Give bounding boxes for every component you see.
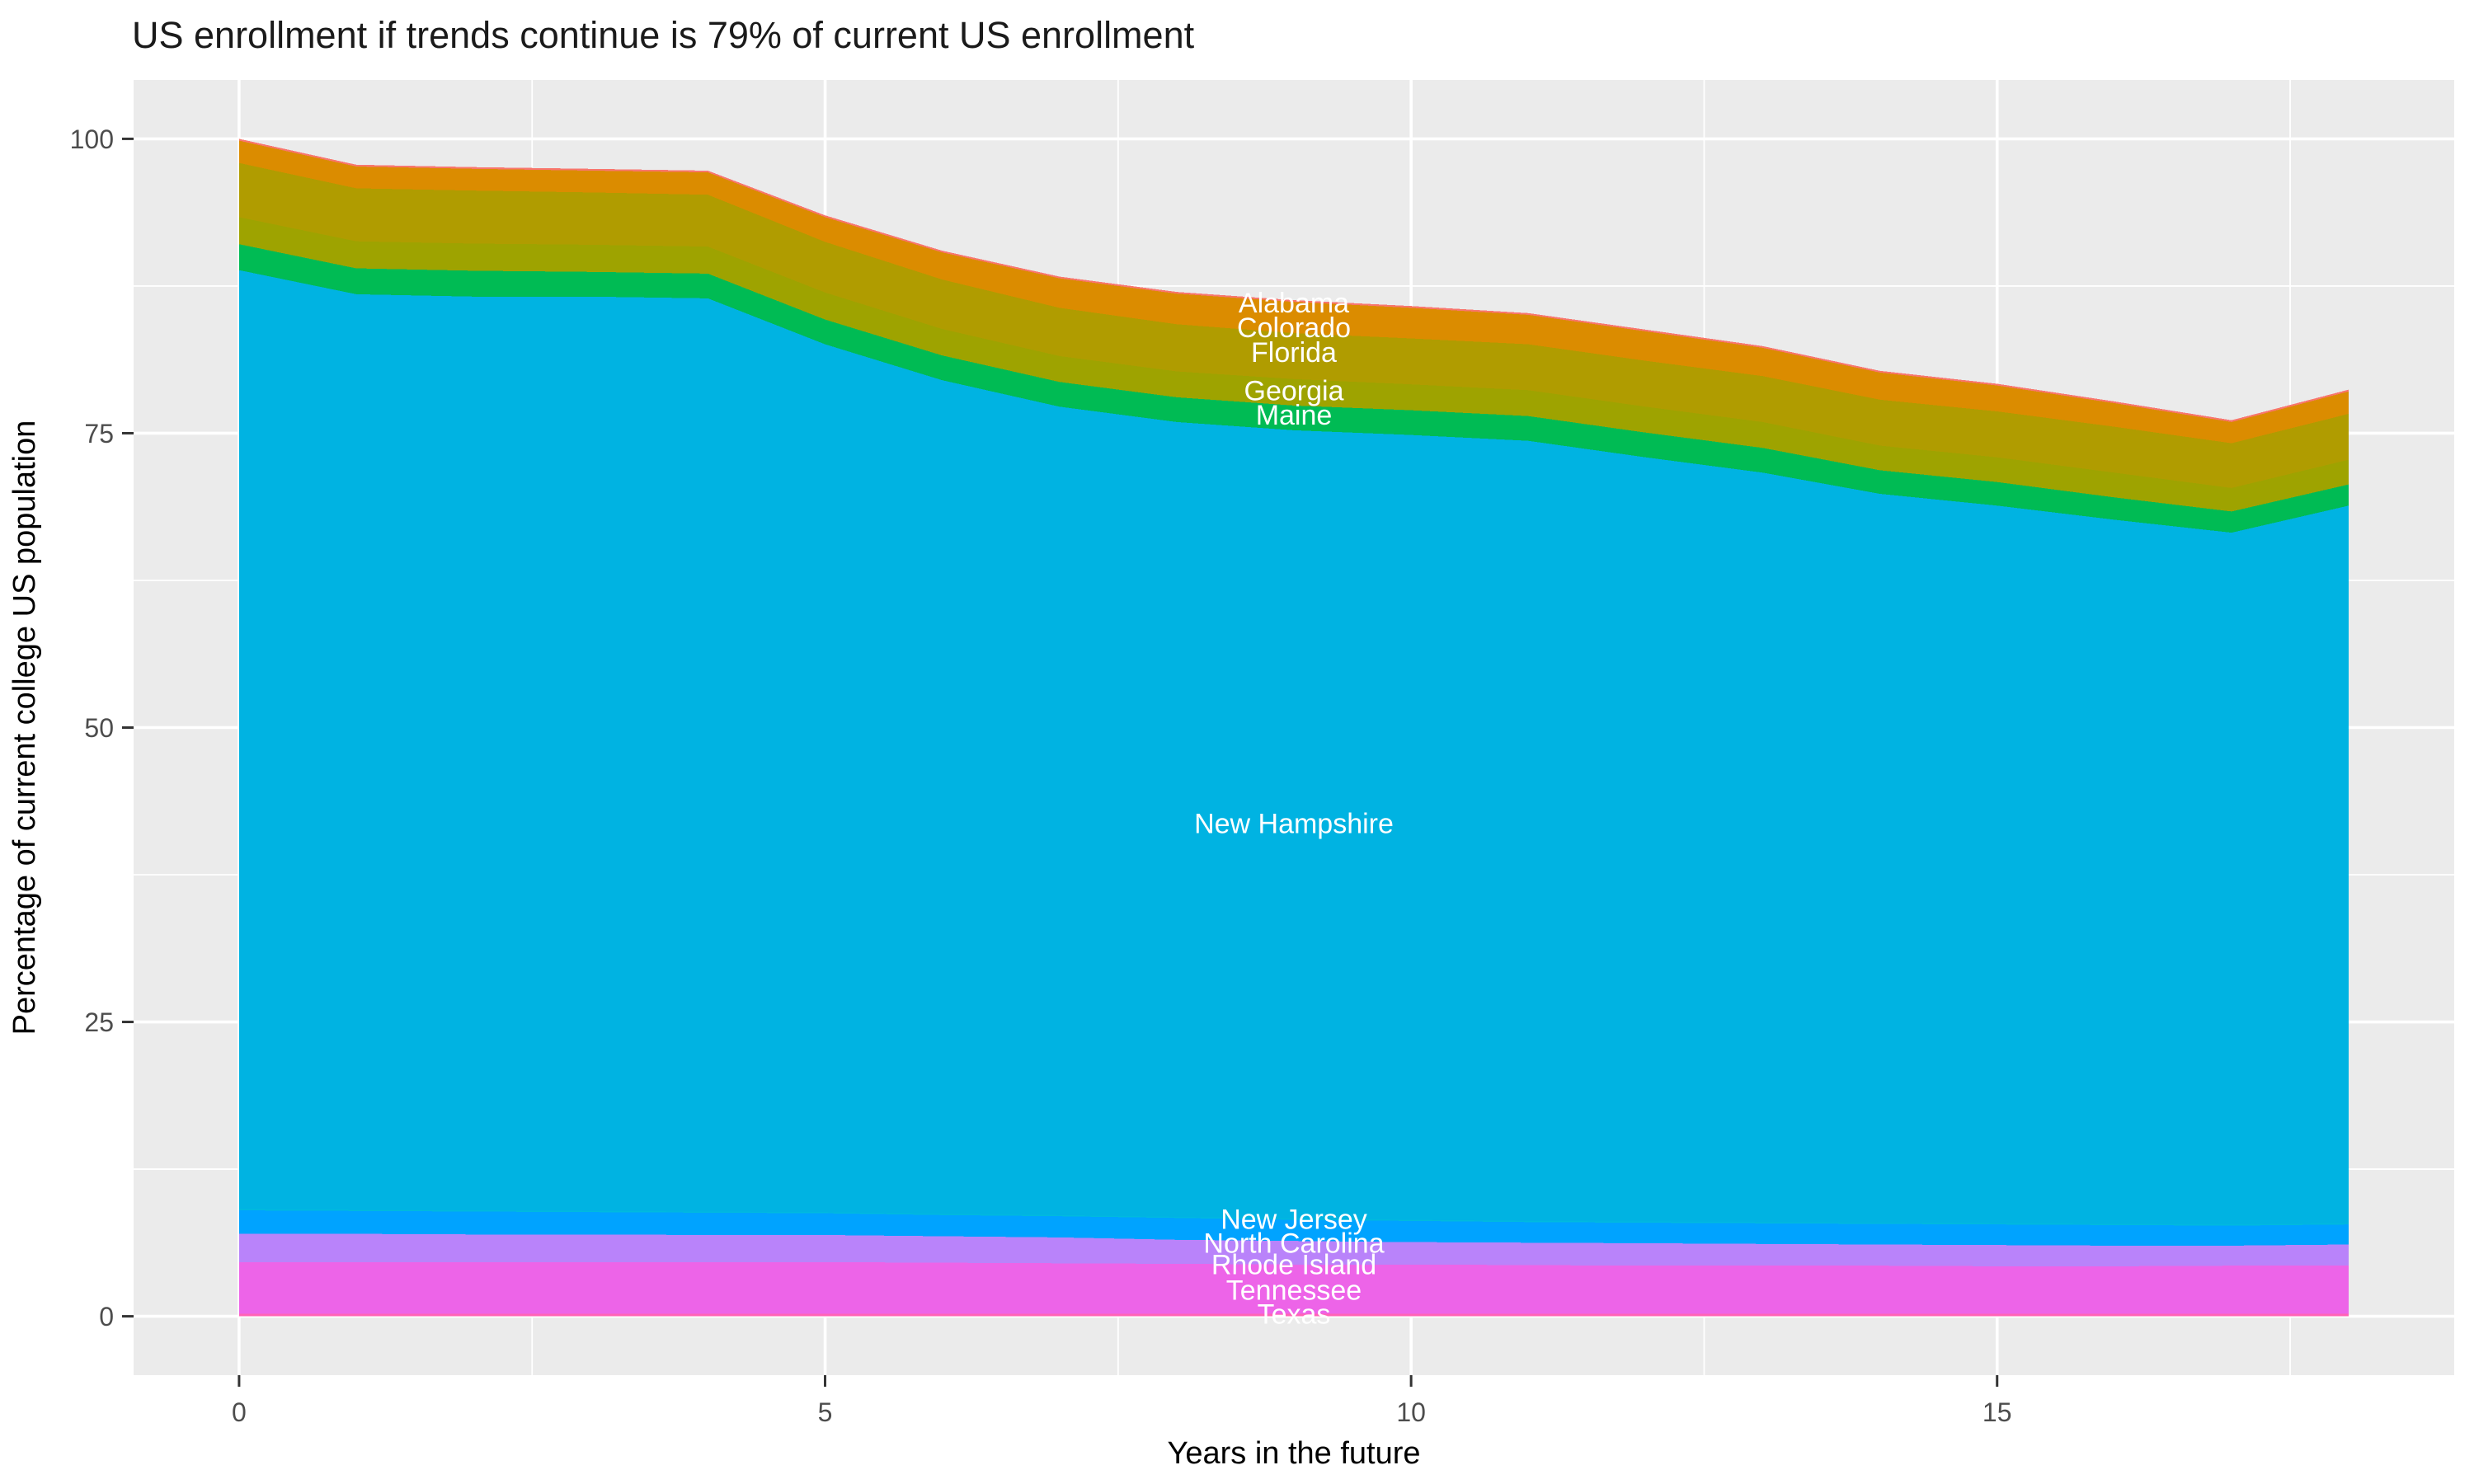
state-label-colorado: Colorado [1237,312,1351,344]
area-band-florida [238,162,2349,488]
state-label-new-hampshire: New Hampshire [1194,808,1394,839]
y-tick-label: 0 [99,1302,114,1331]
y-axis-title: Percentage of current college US populat… [7,420,42,1036]
axes: 0 25 50 75 100 0 5 10 15 [70,124,2012,1427]
y-tick-label: 25 [84,1007,114,1037]
area-band-rhode-island [238,1233,2349,1266]
state-label-texas: Texas [1258,1298,1331,1330]
state-label-north-carolina: North Carolina [1203,1228,1384,1259]
y-tick-label: 75 [84,419,114,448]
area-band-alabama [238,139,2349,422]
x-tick-label: 5 [818,1397,833,1427]
area-band-new-hampshire [238,270,2349,1225]
area-band-north-carolina [238,1210,2349,1246]
x-axis-title: Years in the future [1167,1436,1420,1471]
area-band-georgia [238,217,2349,512]
y-tick-label: 100 [70,124,114,154]
state-label-maine: Maine [1256,400,1333,431]
area-band-colorado [238,140,2349,444]
stacked-areas [238,139,2349,1317]
state-label-alabama: Alabama [1239,288,1349,319]
chart-title: US enrollment if trends continue is 79% … [132,14,1195,56]
state-label-florida: Florida [1251,337,1337,369]
y-tick-label: 50 [84,713,114,743]
area-band-texas [238,1313,2349,1317]
state-label-rhode-island: Rhode Island [1211,1249,1376,1280]
x-tick-label: 15 [1982,1397,2012,1427]
x-tick-label: 10 [1396,1397,1426,1427]
x-tick-label: 0 [232,1397,247,1427]
state-label-new-jersey: New Jersey [1221,1204,1367,1235]
area-band-new-jersey [238,1209,2349,1226]
area-band-tennessee [238,1261,2349,1314]
area-band-maine [238,244,2349,533]
state-label-tennessee: Tennessee [1226,1275,1362,1306]
state-label-georgia: Georgia [1244,376,1344,407]
